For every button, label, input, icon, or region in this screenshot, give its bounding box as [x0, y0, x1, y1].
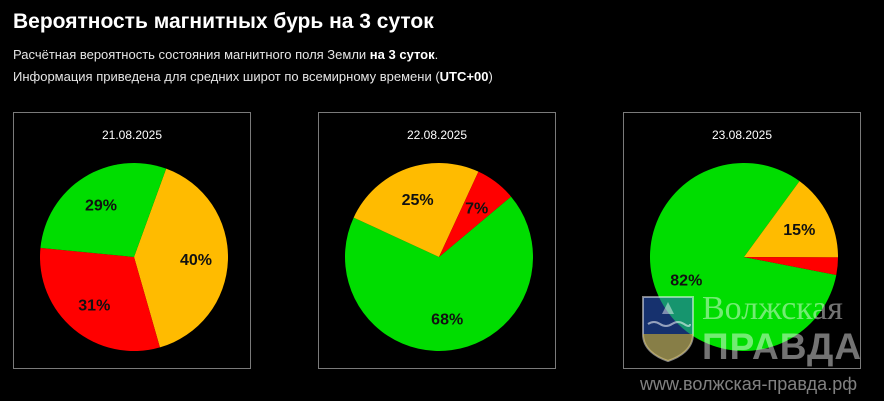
pie-label-orange: 25%: [402, 192, 434, 209]
pie-label-green: 82%: [670, 273, 702, 290]
pie-label-green: 68%: [431, 312, 463, 329]
pie-slice-green: [345, 196, 534, 352]
description-line-1: Расчётная вероятность состояния магнитно…: [13, 47, 438, 62]
description-line-1-text: Расчётная вероятность состояния магнитно…: [13, 47, 370, 62]
page-title: Вероятность магнитных бурь на 3 суток: [13, 10, 434, 33]
pie-chart-day-3: 82% 15%: [649, 163, 839, 352]
pie-slice-green: [649, 163, 837, 352]
pie-chart-day-1: 40% 31% 29%: [40, 163, 229, 352]
pie-slice-orange: [353, 163, 479, 257]
description-line-1-suffix: .: [434, 47, 439, 62]
forecast-panel-day-2: 22.08.2025 68% 25% 7%: [318, 112, 556, 369]
description-line-2-bold: UTC+00: [439, 69, 489, 84]
description-line-2: Информация приведена для средних широт п…: [13, 69, 493, 84]
watermark-url: www.волжская-правда.рф: [640, 374, 858, 394]
forecast-panel-day-3: 23.08.2025 82% 15%: [623, 112, 861, 369]
pie-chart-day-2: 68% 25% 7%: [345, 163, 534, 352]
pie-label-green: 29%: [85, 198, 117, 215]
pie-label-orange: 15%: [783, 222, 815, 239]
forecast-date-day-2: 22.08.2025: [406, 128, 468, 142]
pie-label-orange: 40%: [180, 252, 212, 269]
forecast-panel-day-1: 21.08.2025 40% 31% 29%: [13, 112, 251, 369]
pie-slice-red: [40, 247, 160, 352]
pie-slice-green: [40, 163, 167, 257]
description-line-1-bold: на 3 суток: [369, 47, 435, 62]
description-line-2-text: Информация приведена для средних широт п…: [13, 69, 440, 84]
pie-slice-orange: [744, 181, 839, 258]
forecast-date-day-1: 21.08.2025: [101, 128, 163, 142]
pie-slice-orange: [134, 168, 229, 348]
description-line-2-suffix: ): [488, 69, 493, 84]
pie-label-red: 31%: [78, 298, 110, 315]
pie-label-red: 7%: [465, 201, 488, 218]
pie-slice-red: [439, 171, 512, 257]
pie-slice-red: [744, 257, 838, 275]
forecast-date-day-3: 23.08.2025: [711, 128, 773, 142]
